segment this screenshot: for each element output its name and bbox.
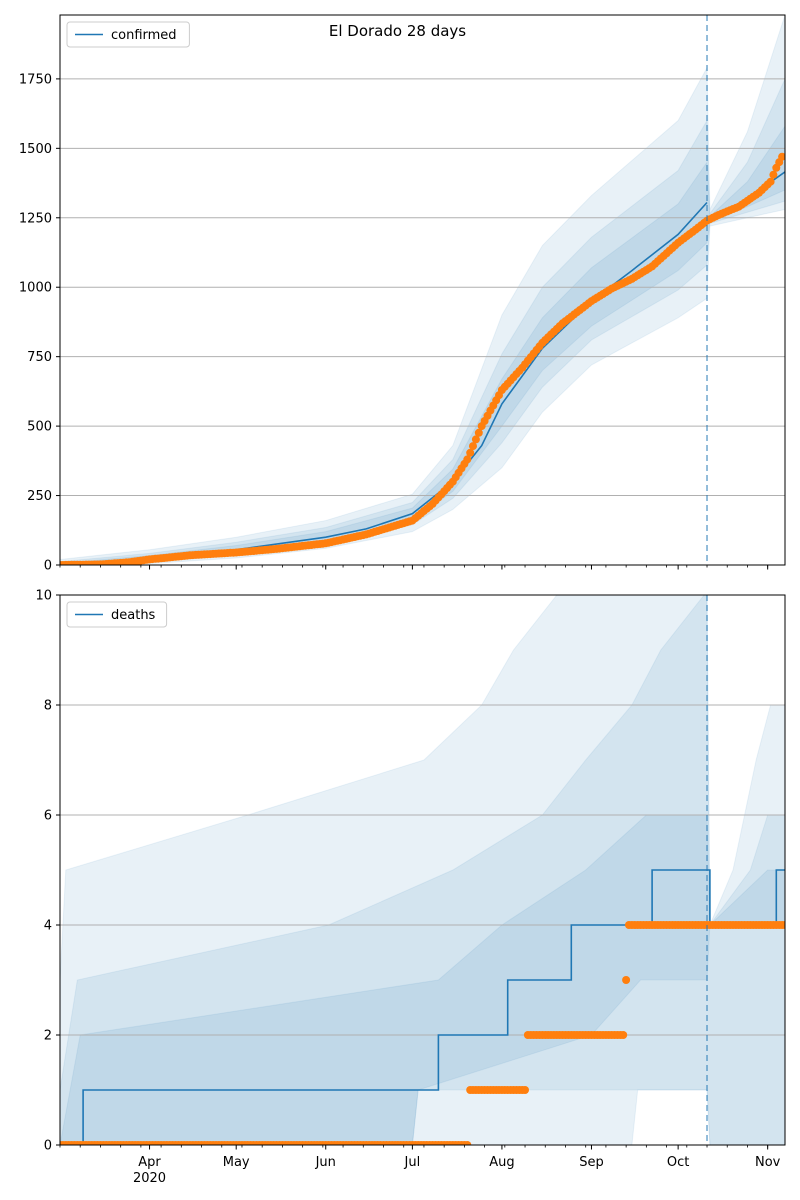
x-tick-label: Sep	[579, 1155, 604, 1170]
confirmed-y-tick-label: 750	[27, 350, 52, 365]
deaths-observed-point	[622, 976, 631, 984]
x-tick-label: Apr	[138, 1155, 161, 1170]
x-tick-label: May	[223, 1155, 250, 1170]
confirmed-observed-points	[60, 152, 785, 565]
x-tick-label: Oct	[667, 1155, 689, 1170]
deaths-legend-box	[66, 601, 168, 628]
confirmed-axes-frame	[59, 14, 786, 566]
deaths-y-tick-label: 2	[44, 1029, 52, 1044]
confirmed-y-tick-label: 500	[27, 420, 52, 435]
confirmed-legend-label: confirmed	[111, 28, 177, 43]
confirmed-observed-point	[766, 177, 775, 186]
confirmed-y-tick-label: 0	[44, 559, 52, 574]
confirmed-observed-point	[778, 152, 785, 161]
deaths-observed-points	[60, 921, 785, 1145]
confirmed-y-tick-label: 1000	[19, 281, 52, 296]
confirmed-observed-point	[471, 435, 480, 444]
deaths-legend: deaths	[66, 601, 168, 628]
deaths-y-tick-label: 0	[44, 1139, 52, 1154]
deaths-observed-point	[781, 921, 785, 929]
x-tick-sublabel: 2020	[133, 1171, 166, 1186]
deaths-observed-point	[463, 1141, 472, 1145]
confirmed-y-tick-label: 1250	[19, 211, 52, 226]
confirmed-y-tick-label: 250	[27, 489, 52, 504]
confirmed-observed-point	[469, 442, 477, 451]
confirmed-confidence-band-1	[60, 15, 785, 565]
confirmed-legend-box	[66, 21, 190, 48]
confirmed-panel: 0 250 500 750 1000 1250 1500 1750 El Dorado 28 d…	[19, 14, 786, 574]
deaths-y-tick-label: 8	[44, 699, 52, 714]
x-tick-label: Aug	[489, 1155, 514, 1170]
x-tick-label: Jun	[315, 1155, 336, 1170]
deaths-y-tick-label: 4	[44, 919, 52, 934]
confirmed-y-tick-label: 1750	[19, 72, 52, 87]
deaths-plot-area	[60, 595, 785, 1145]
deaths-y-tick-label: 6	[44, 809, 52, 824]
x-tick-label: Jul	[404, 1155, 421, 1170]
confirmed-y-tick-label: 1500	[19, 142, 52, 157]
confirmed-observed-point	[769, 170, 778, 179]
deaths-observed-point	[521, 1086, 529, 1094]
confirmed-chart-title: El Dorado 28 days	[329, 22, 466, 40]
confirmed-observed-point	[466, 448, 475, 457]
deaths-legend-label: deaths	[111, 608, 156, 623]
deaths-y-tick-label: 10	[35, 589, 52, 604]
deaths-observed-point	[619, 1031, 628, 1039]
confirmed-observed-point	[463, 455, 472, 464]
deaths-axes-frame	[59, 594, 786, 1146]
confirmed-legend: confirmed	[66, 21, 190, 48]
confirmed-observed-point	[474, 428, 483, 437]
x-tick-label: Nov	[755, 1155, 781, 1170]
confirmed-plot-area	[60, 15, 785, 565]
